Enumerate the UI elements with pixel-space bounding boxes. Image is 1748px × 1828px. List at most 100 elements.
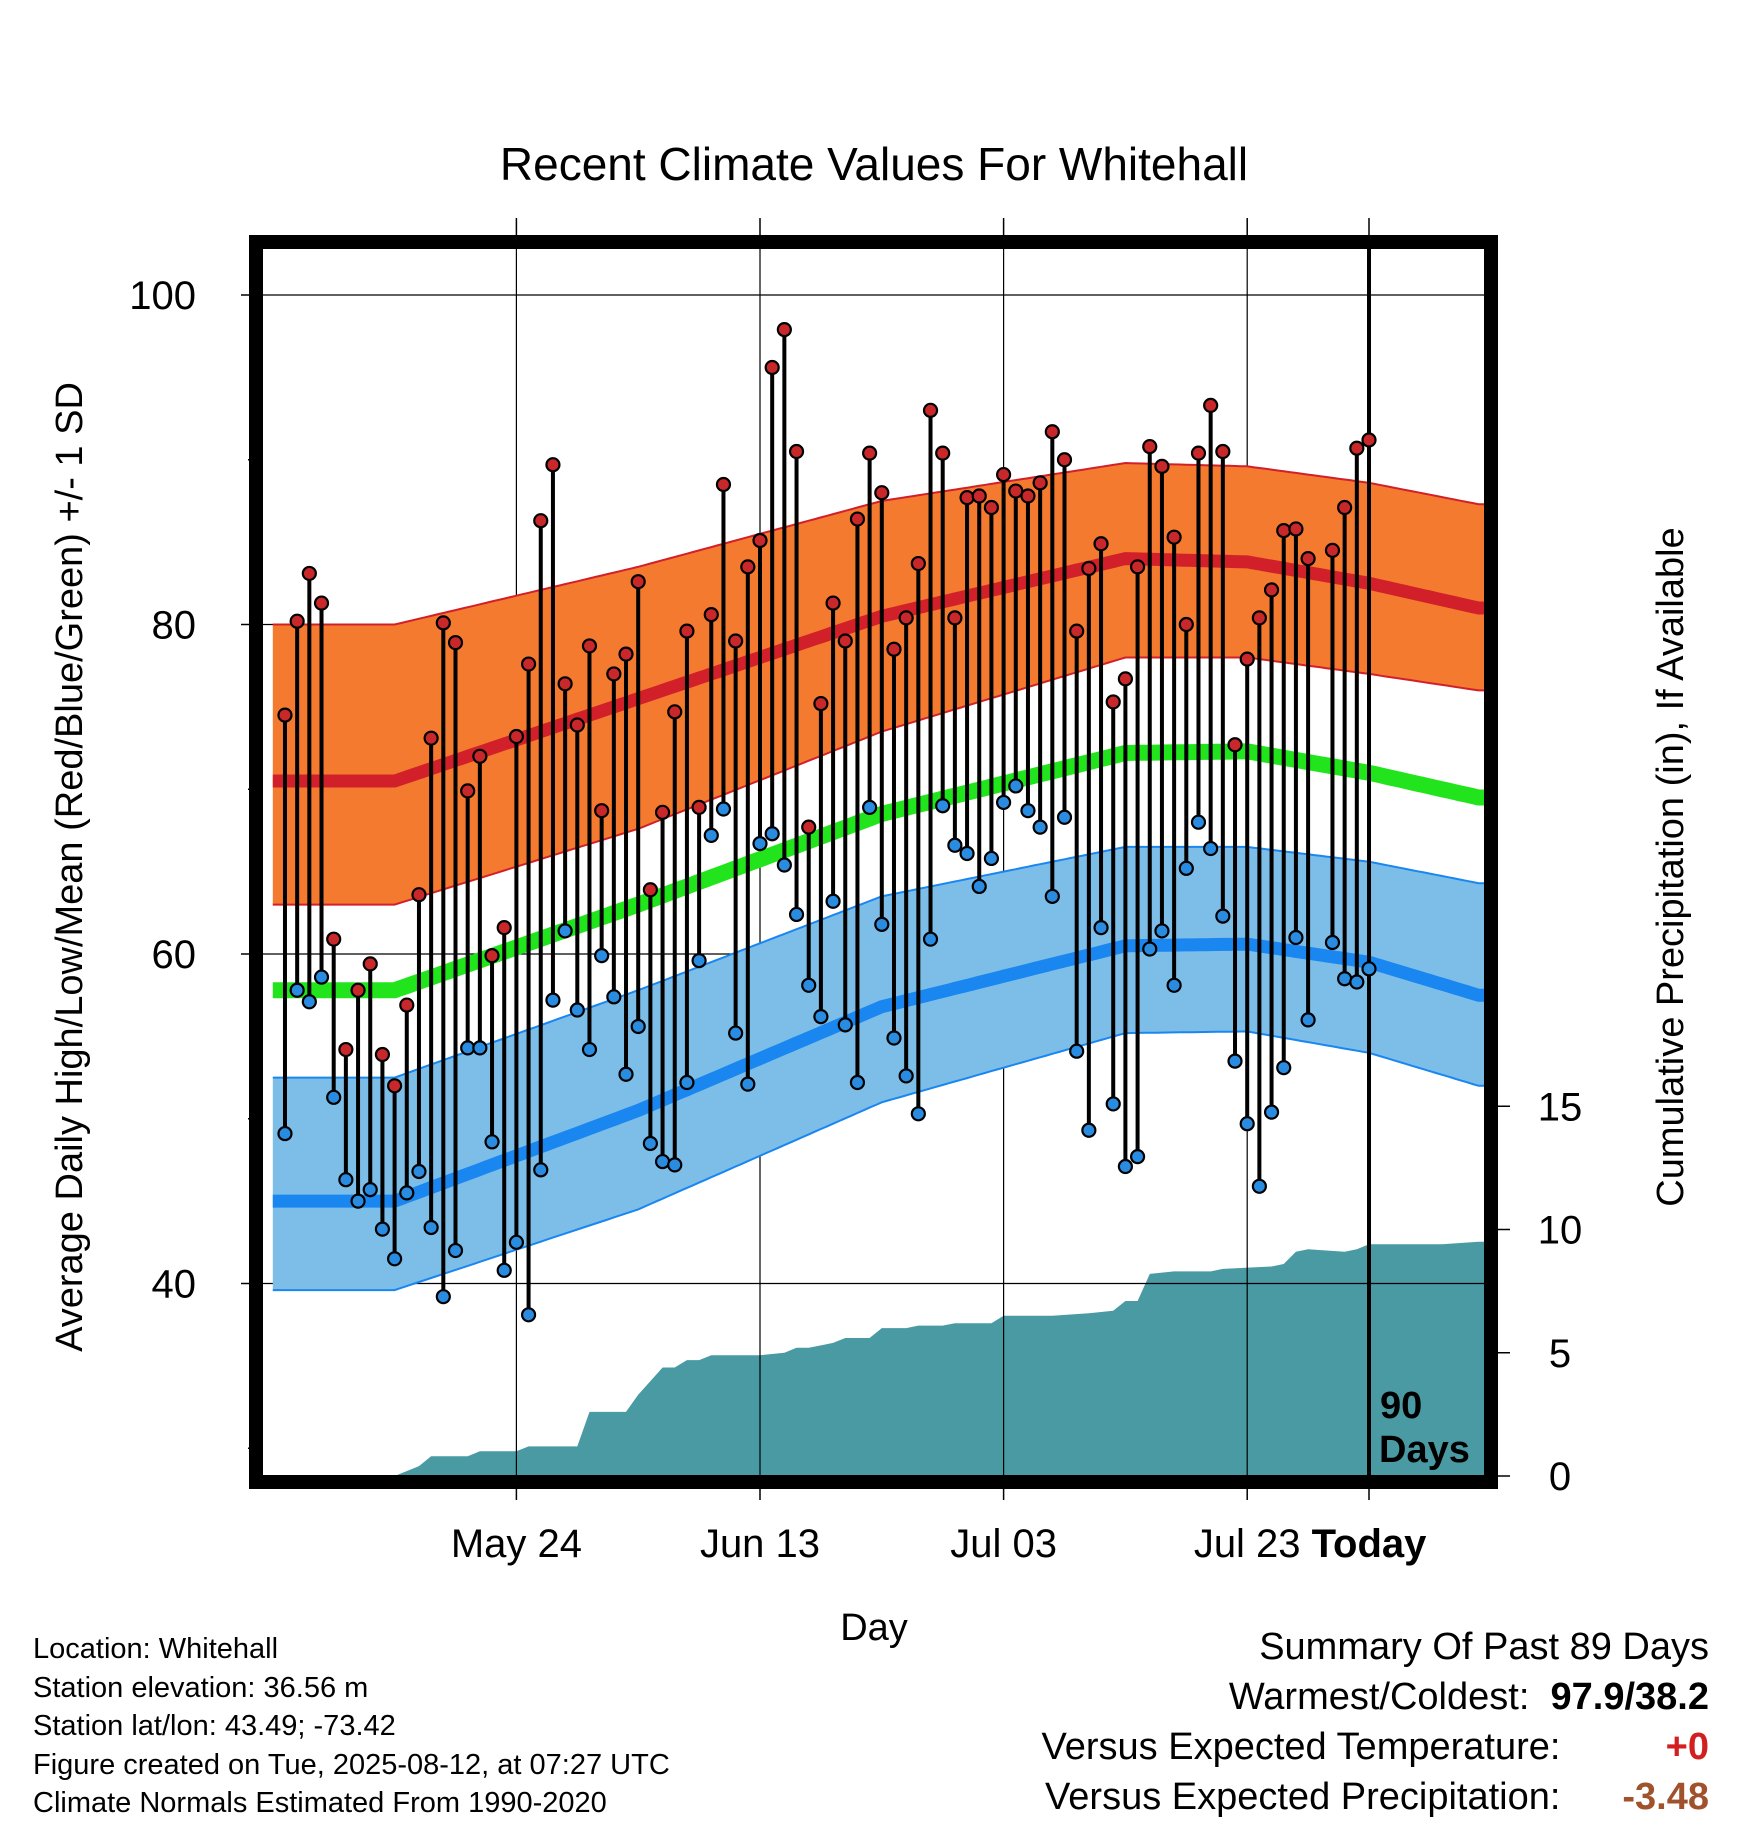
daily-high-point bbox=[472, 748, 488, 764]
daily-low-point bbox=[1117, 1158, 1134, 1175]
daily-high-point bbox=[813, 695, 829, 712]
daily-high-point bbox=[301, 565, 317, 582]
daily-low-point bbox=[387, 1251, 403, 1267]
daily-high-point bbox=[496, 920, 512, 936]
x-tick-label: Jul 23 bbox=[1194, 1522, 1301, 1566]
daily-low-point bbox=[301, 994, 317, 1010]
temp-departure-value: +0 bbox=[1665, 1726, 1709, 1768]
summary-precip: Versus Expected Precipitation: -3.48 bbox=[1042, 1772, 1709, 1822]
daily-low-point bbox=[1129, 1149, 1146, 1165]
today-days-word: Days bbox=[1379, 1429, 1470, 1471]
daily-high-point bbox=[728, 633, 744, 649]
summary-panel: Summary Of Past 89 Days Warmest/Coldest:… bbox=[1042, 1622, 1709, 1822]
y2-tick-label: 15 bbox=[1538, 1085, 1583, 1129]
daily-low-point bbox=[691, 952, 707, 969]
daily-high-point bbox=[1093, 536, 1109, 552]
station-elevation: Station elevation: 36.56 m bbox=[33, 1671, 369, 1704]
daily-low-point bbox=[1239, 1116, 1255, 1132]
y2-tick-label: 10 bbox=[1538, 1209, 1583, 1253]
daily-low-point bbox=[1178, 860, 1194, 876]
daily-high-point bbox=[1117, 671, 1134, 687]
daily-low-point bbox=[801, 977, 817, 993]
daily-high-point bbox=[435, 615, 451, 631]
daily-low-point bbox=[740, 1076, 756, 1092]
daily-high-point bbox=[1276, 522, 1292, 539]
x-tick-label: Today bbox=[1312, 1522, 1428, 1566]
daily-low-point bbox=[338, 1172, 354, 1188]
daily-high-point bbox=[1032, 475, 1048, 491]
daily-high-point bbox=[630, 574, 646, 590]
x-axis-label: Day bbox=[840, 1607, 908, 1649]
daily-low-point bbox=[1276, 1060, 1292, 1076]
daily-high-point bbox=[667, 704, 683, 720]
daily-low-point bbox=[910, 1106, 926, 1122]
daily-low-point bbox=[1349, 974, 1365, 990]
daily-low-point bbox=[411, 1163, 427, 1180]
daily-high-point bbox=[362, 956, 378, 972]
daily-low-point bbox=[715, 801, 732, 817]
daily-low-point bbox=[874, 916, 890, 932]
daily-low-point bbox=[837, 1017, 853, 1033]
daily-high-point bbox=[1337, 499, 1353, 516]
x-tick-label: Jun 13 bbox=[700, 1522, 820, 1566]
y-tick-label: 40 bbox=[152, 1263, 197, 1307]
daily-low-point bbox=[947, 837, 963, 853]
daily-high-point bbox=[1324, 542, 1341, 558]
daily-low-point bbox=[1300, 1012, 1316, 1028]
daily-low-point bbox=[776, 857, 792, 873]
daily-low-point bbox=[1288, 929, 1304, 946]
daily-low-point bbox=[374, 1221, 391, 1237]
daily-high-point bbox=[1142, 438, 1158, 455]
daily-low-point bbox=[1263, 1104, 1280, 1120]
daily-high-point bbox=[557, 676, 573, 692]
daily-low-point bbox=[1190, 814, 1207, 830]
daily-low-point bbox=[922, 931, 939, 947]
daily-high-point bbox=[350, 982, 366, 998]
daily-high-point bbox=[411, 887, 427, 903]
daily-low-point bbox=[557, 923, 573, 939]
daily-high-point bbox=[935, 445, 951, 461]
daily-high-point bbox=[801, 819, 817, 835]
y2-axis-label: Cumulative Precipitation (in), If Availa… bbox=[1650, 527, 1692, 1206]
daily-high-point bbox=[618, 646, 634, 662]
daily-low-point bbox=[667, 1157, 683, 1173]
daily-high-point bbox=[849, 511, 866, 527]
daily-high-point bbox=[520, 656, 537, 672]
daily-high-point bbox=[460, 783, 476, 799]
daily-low-point bbox=[533, 1162, 549, 1178]
daily-high-point bbox=[1361, 432, 1377, 448]
daily-low-point bbox=[1081, 1122, 1097, 1138]
daily-low-point bbox=[679, 1074, 695, 1091]
daily-high-point bbox=[1300, 550, 1316, 567]
normals-period: Climate Normals Estimated From 1990-2020 bbox=[33, 1787, 607, 1819]
daily-high-point bbox=[374, 1046, 391, 1063]
daily-high-point bbox=[533, 513, 549, 529]
daily-low-point bbox=[289, 982, 305, 998]
daily-low-point bbox=[1324, 934, 1341, 951]
daily-high-point bbox=[338, 1041, 354, 1058]
y2-tick-label: 5 bbox=[1549, 1332, 1571, 1376]
normal-low-sd-band bbox=[272, 846, 1485, 1291]
daily-high-point bbox=[1056, 452, 1073, 468]
daily-high-point bbox=[825, 595, 841, 611]
daily-high-point bbox=[971, 488, 987, 504]
normal-low-lower-edge bbox=[272, 1030, 1485, 1292]
summary-warm-cold: Warmest/Coldest: 97.9/38.2 bbox=[1042, 1672, 1709, 1722]
daily-low-point bbox=[1020, 803, 1036, 819]
daily-high-point bbox=[569, 717, 585, 733]
daily-low-point bbox=[362, 1181, 378, 1198]
daily-high-point bbox=[983, 499, 1000, 516]
daily-low-point bbox=[654, 1153, 671, 1170]
daily-high-point bbox=[1251, 610, 1267, 626]
warm-cold-label: Warmest/Coldest: bbox=[1228, 1676, 1530, 1718]
daily-low-point bbox=[399, 1185, 415, 1201]
daily-high-point bbox=[886, 641, 902, 657]
daily-low-point bbox=[326, 1089, 342, 1105]
daily-high-point bbox=[545, 457, 561, 473]
y-axis-label: Average Daily High/Low/Mean (Red/Blue/Gr… bbox=[49, 382, 91, 1352]
daily-low-point bbox=[1166, 977, 1182, 993]
daily-low-point bbox=[545, 992, 561, 1008]
daily-high-point bbox=[1203, 397, 1219, 413]
daily-high-point bbox=[1239, 651, 1255, 667]
daily-high-point bbox=[654, 804, 671, 820]
